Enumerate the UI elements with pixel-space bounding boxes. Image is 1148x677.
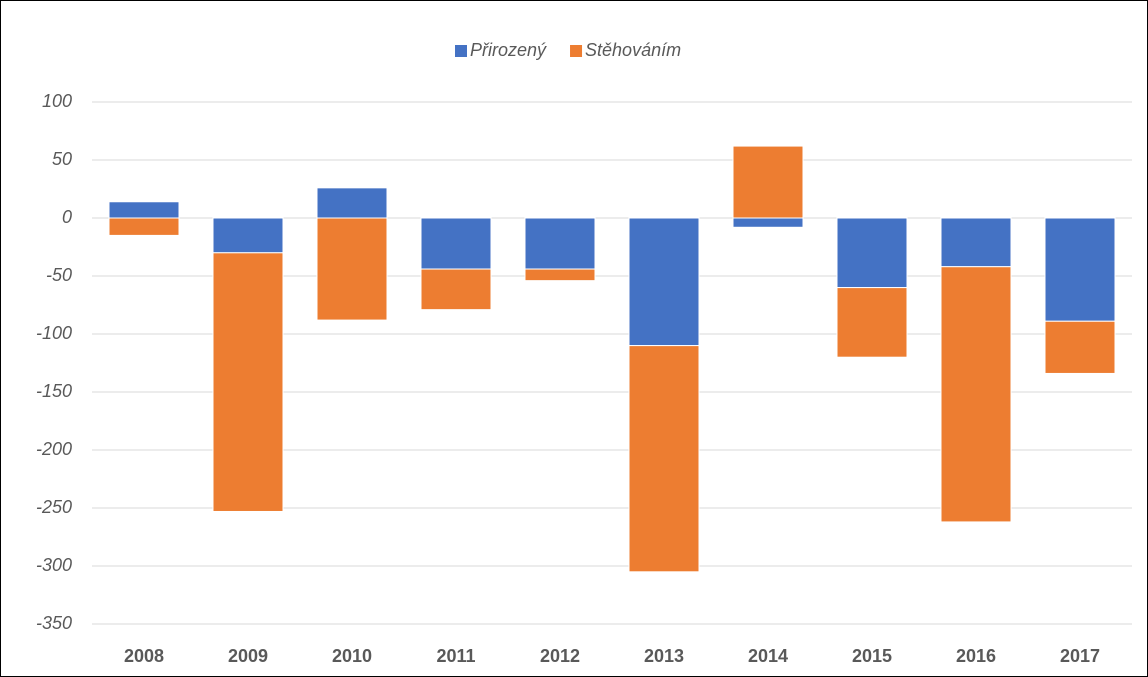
- bar: [108, 217, 180, 236]
- y-tick-label: 0: [62, 207, 72, 227]
- x-tick-label: 2012: [540, 646, 580, 666]
- bar: [732, 217, 804, 228]
- bar: [1044, 217, 1116, 322]
- legend-swatch: [570, 45, 583, 57]
- bar: [316, 217, 388, 321]
- y-tick-label: -50: [46, 265, 72, 285]
- y-tick-label: -100: [36, 323, 72, 343]
- legend-label: Stěhováním: [585, 40, 681, 60]
- y-tick-label: -300: [36, 555, 72, 575]
- y-tick-label: -200: [36, 439, 72, 459]
- x-tick-label: 2017: [1060, 646, 1100, 666]
- bar: [940, 266, 1012, 523]
- bar: [212, 217, 284, 254]
- x-tick-label: 2011: [436, 646, 475, 666]
- y-tick-label: -350: [36, 613, 72, 633]
- x-tick-label: 2015: [852, 646, 892, 666]
- bar: [732, 145, 804, 219]
- bar: [628, 217, 700, 347]
- bar: [1044, 320, 1116, 374]
- legend-label: Přirozený: [470, 40, 547, 60]
- y-tick-label: -250: [36, 497, 72, 517]
- y-tick-label: 50: [52, 149, 72, 169]
- legend-swatch: [455, 45, 467, 57]
- bar: [940, 217, 1012, 268]
- bar: [836, 287, 908, 358]
- bar: [316, 187, 388, 219]
- x-tick-label: 2008: [124, 646, 164, 666]
- bar: [420, 268, 492, 311]
- x-tick-label: 2016: [956, 646, 996, 666]
- x-tick-label: 2014: [748, 646, 788, 666]
- bar: [420, 217, 492, 270]
- bar: [836, 217, 908, 289]
- y-tick-label: -150: [36, 381, 72, 401]
- bar: [524, 217, 596, 270]
- y-tick-label: 100: [42, 91, 72, 111]
- x-tick-label: 2009: [228, 646, 268, 666]
- bar: [524, 268, 596, 282]
- bar: [628, 345, 700, 573]
- bar: [108, 201, 180, 219]
- bar: [212, 252, 284, 512]
- x-tick-label: 2013: [644, 646, 684, 666]
- x-tick-label: 2010: [332, 646, 372, 666]
